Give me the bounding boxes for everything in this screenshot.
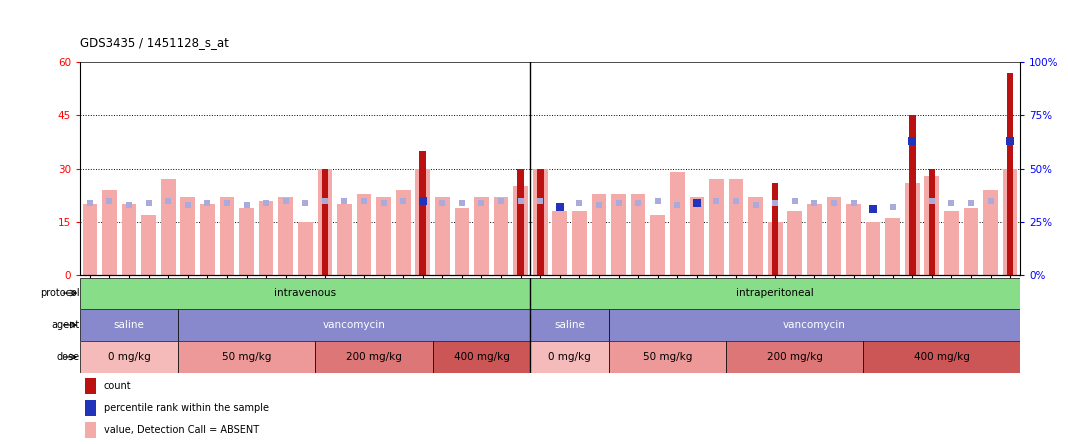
Bar — [493, 197, 508, 275]
Bar — [474, 197, 489, 275]
Bar — [298, 222, 313, 275]
Bar — [749, 197, 763, 275]
Text: 200 mg/kg: 200 mg/kg — [346, 352, 402, 362]
Bar — [141, 215, 156, 275]
Bar — [726, 341, 863, 373]
Bar — [517, 169, 524, 275]
Bar — [905, 183, 920, 275]
Bar — [885, 218, 900, 275]
Bar — [531, 278, 1020, 309]
Bar — [435, 197, 450, 275]
Bar — [178, 341, 315, 373]
Text: intraperitoneal: intraperitoneal — [736, 288, 814, 298]
Bar — [690, 197, 704, 275]
Bar — [866, 222, 880, 275]
Text: dose: dose — [57, 352, 80, 362]
Bar — [531, 341, 609, 373]
Bar — [84, 378, 96, 394]
Bar — [376, 197, 391, 275]
Bar — [200, 204, 215, 275]
Text: saline: saline — [554, 320, 585, 330]
Bar — [357, 194, 372, 275]
Bar — [611, 194, 626, 275]
Bar — [925, 176, 939, 275]
Bar — [572, 211, 586, 275]
Bar — [807, 204, 821, 275]
Bar — [631, 194, 645, 275]
Bar — [80, 278, 531, 309]
Bar — [161, 179, 175, 275]
Bar — [239, 208, 254, 275]
Bar — [609, 341, 726, 373]
Bar — [609, 309, 1020, 341]
Bar — [258, 201, 273, 275]
Bar — [396, 190, 410, 275]
Bar — [420, 151, 426, 275]
Bar — [80, 341, 178, 373]
Text: percentile rank within the sample: percentile rank within the sample — [104, 403, 268, 413]
Bar — [533, 169, 548, 275]
Bar — [1007, 73, 1014, 275]
Bar — [337, 204, 351, 275]
Bar — [670, 172, 685, 275]
Bar — [709, 179, 724, 275]
Text: intravenous: intravenous — [274, 288, 336, 298]
Text: value, Detection Call = ABSENT: value, Detection Call = ABSENT — [104, 425, 258, 435]
Text: 50 mg/kg: 50 mg/kg — [643, 352, 692, 362]
Text: 200 mg/kg: 200 mg/kg — [767, 352, 822, 362]
Bar — [315, 341, 433, 373]
Text: 0 mg/kg: 0 mg/kg — [548, 352, 591, 362]
Bar — [909, 115, 915, 275]
Bar — [944, 211, 959, 275]
Text: protocol: protocol — [41, 288, 80, 298]
Bar — [552, 211, 567, 275]
Bar — [80, 309, 178, 341]
Text: 0 mg/kg: 0 mg/kg — [108, 352, 151, 362]
Text: count: count — [104, 381, 131, 391]
Bar — [846, 204, 861, 275]
Bar — [279, 197, 293, 275]
Bar — [180, 197, 195, 275]
Bar — [650, 215, 665, 275]
Bar — [82, 204, 97, 275]
Bar — [787, 211, 802, 275]
Text: 400 mg/kg: 400 mg/kg — [914, 352, 970, 362]
Bar — [84, 422, 96, 438]
Bar — [772, 183, 779, 275]
Bar — [984, 190, 998, 275]
Bar — [455, 208, 469, 275]
Bar — [122, 204, 137, 275]
Bar — [84, 400, 96, 416]
Text: agent: agent — [52, 320, 80, 330]
Bar — [1003, 169, 1018, 275]
Text: vancomycin: vancomycin — [323, 320, 386, 330]
Bar — [728, 179, 743, 275]
Bar — [317, 169, 332, 275]
Text: GDS3435 / 1451128_s_at: GDS3435 / 1451128_s_at — [80, 36, 229, 49]
Bar — [592, 194, 607, 275]
Bar — [531, 309, 609, 341]
Text: 400 mg/kg: 400 mg/kg — [454, 352, 509, 362]
Text: saline: saline — [113, 320, 144, 330]
Bar — [433, 341, 531, 373]
Bar — [827, 197, 842, 275]
Bar — [768, 222, 783, 275]
Bar — [103, 190, 116, 275]
Bar — [321, 169, 328, 275]
Bar — [415, 169, 430, 275]
Bar — [514, 186, 528, 275]
Text: 50 mg/kg: 50 mg/kg — [222, 352, 271, 362]
Text: vancomycin: vancomycin — [783, 320, 846, 330]
Bar — [178, 309, 531, 341]
Bar — [928, 169, 936, 275]
Bar — [220, 197, 234, 275]
Bar — [537, 169, 544, 275]
Bar — [863, 341, 1020, 373]
Bar — [963, 208, 978, 275]
